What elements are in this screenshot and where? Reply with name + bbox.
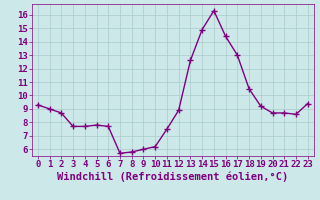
X-axis label: Windchill (Refroidissement éolien,°C): Windchill (Refroidissement éolien,°C) [57,172,288,182]
